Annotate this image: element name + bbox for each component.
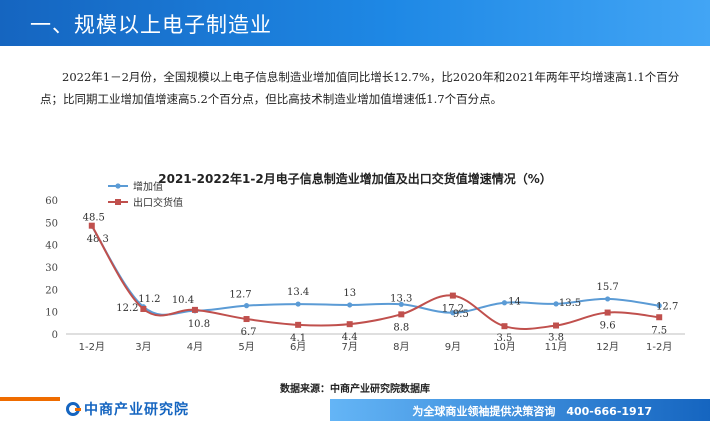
data-point: [501, 323, 508, 330]
data-point: [398, 301, 404, 307]
data-point: [605, 296, 611, 302]
data-point: [449, 292, 456, 299]
data-label: 12.7: [229, 290, 251, 301]
data-point: [140, 305, 147, 312]
footer-slogan-band: 为全球商业领袖提供决策咨询 400-666-1917: [330, 399, 710, 421]
data-point: [450, 310, 456, 316]
source-note: 数据来源：中商产业研究院数据库: [280, 384, 430, 395]
chart-title: 2021-2022年1-2月电子信息制造业增加值及出口交货值增速情况（%）: [158, 172, 552, 186]
company-logo: 中商产业研究院: [66, 400, 189, 418]
x-tick-label: 1-2月: [646, 341, 672, 353]
page-header: 一、规模以上电子制造业: [0, 0, 710, 46]
x-tick-label: 1-2月: [79, 341, 105, 353]
data-point: [346, 321, 353, 328]
y-tick-label: 40: [45, 241, 58, 252]
data-label: 14: [508, 297, 521, 308]
data-label: 3.8: [548, 333, 564, 344]
legend-label: 出口交货值: [133, 196, 183, 209]
x-tick-label: 5月: [238, 341, 254, 353]
data-label: 10.8: [188, 319, 210, 330]
legend-label: 增加值: [133, 180, 163, 193]
data-label: 12.2: [116, 303, 138, 314]
data-label: 13.3: [390, 293, 412, 304]
footer-bar: 中商产业研究院 为全球商业领袖提供决策咨询 400-666-1917: [0, 397, 710, 421]
data-point: [398, 311, 405, 318]
data-label: 12.7: [656, 302, 678, 313]
data-label: 17.2: [442, 304, 464, 315]
data-label: 13: [343, 288, 356, 299]
data-label: 8.8: [393, 322, 409, 333]
page-title: 一、规模以上电子制造业: [30, 13, 272, 37]
data-label: 9.5: [453, 309, 469, 320]
data-point: [501, 300, 508, 306]
data-label: 15.7: [596, 282, 618, 293]
y-tick-label: 0: [52, 330, 58, 341]
data-label: 10.4: [172, 295, 194, 306]
x-tick-label: 8月: [393, 341, 409, 353]
x-tick-label: 9月: [445, 341, 461, 353]
y-tick-label: 10: [45, 308, 58, 319]
data-point: [191, 306, 198, 313]
intro-paragraph: 2022年1－2月份，全国规模以上电子信息制造业增加值同比增长12.7%，比20…: [40, 70, 680, 106]
data-label: 4.1: [290, 333, 306, 344]
data-label: 9.6: [600, 321, 616, 332]
data-label: 48.3: [87, 234, 109, 245]
data-label: 48.5: [83, 213, 105, 224]
y-tick-label: 60: [45, 196, 58, 207]
logo-text: 中商产业研究院: [84, 402, 189, 418]
logo-mark-icon: [66, 402, 81, 416]
data-point: [553, 301, 559, 307]
x-tick-label: 3月: [135, 341, 151, 353]
x-tick-label: 11月: [545, 341, 568, 353]
y-tick-label: 30: [45, 263, 58, 274]
line-chart: 0 10 20 30 40 50 60 1-2月 3月 4月 5月 6月 7月 8月 9月 10月 11月 12月…: [45, 180, 685, 353]
data-label: 3.5: [497, 333, 513, 344]
data-point: [243, 316, 250, 323]
data-point: [656, 314, 663, 321]
data-label: 7.5: [651, 325, 667, 336]
data-label: 6.7: [241, 327, 257, 338]
x-tick-label: 10月: [493, 341, 516, 353]
data-point: [243, 303, 250, 309]
data-point: [553, 322, 560, 329]
data-point: [88, 222, 95, 229]
data-point: [604, 309, 611, 316]
legend-marker: [115, 199, 121, 205]
y-tick-label: 50: [45, 218, 58, 229]
x-tick-label: 4月: [187, 341, 203, 353]
data-point: [295, 321, 302, 328]
data-label: 4.4: [342, 332, 358, 343]
data-point: [347, 302, 353, 308]
x-tick-label: 12月: [596, 341, 619, 353]
y-tick-label: 20: [45, 285, 58, 296]
data-label: 13.4: [287, 287, 309, 298]
data-label: 11.2: [138, 294, 160, 305]
x-tick-label: 7月: [342, 341, 358, 353]
legend-marker: [115, 183, 121, 189]
footer-accent-stripe: [0, 397, 60, 401]
x-tick-label: 6月: [290, 341, 306, 353]
footer-left: 中商产业研究院: [0, 397, 330, 421]
data-label: 13.5: [559, 298, 581, 309]
data-point: [656, 303, 662, 309]
footer-slogan: 为全球商业领袖提供决策咨询 400-666-1917: [412, 405, 652, 418]
data-point: [295, 301, 301, 307]
